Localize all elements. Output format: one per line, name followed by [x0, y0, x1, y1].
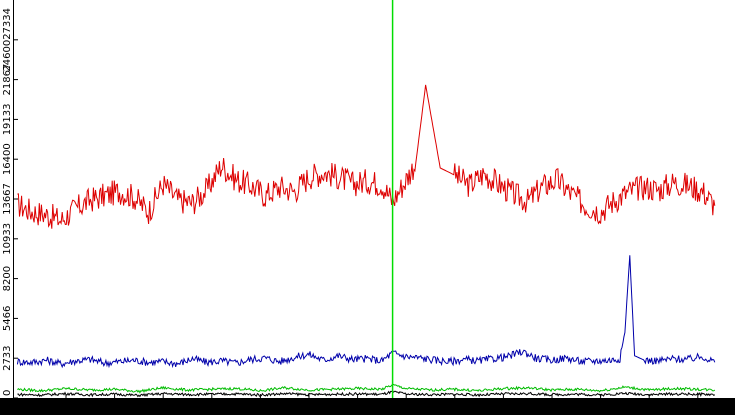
- y-tick-layer: 0 2733 5466 8200 10933 13667 16400 19133 2186724…: [2, 8, 18, 399]
- x-tick-label: 14:08: [392, 404, 421, 415]
- y-tick-label: 8200: [2, 266, 13, 291]
- x-tick-label: 14:13: [635, 404, 664, 415]
- x-tick-label: 14:07: [343, 404, 372, 415]
- series-line-green: [17, 383, 716, 394]
- series-line-red: [17, 84, 716, 229]
- x-axis-band: [0, 398, 735, 415]
- y-tick-label: 2733: [2, 345, 13, 370]
- series-layer: [16, 84, 716, 398]
- x-tick-label: 14:04: [197, 404, 226, 415]
- y-tick-label: 13667: [2, 183, 13, 215]
- x-tick-label: 14:11: [538, 404, 567, 415]
- x-tick-label: 14:06: [295, 404, 324, 415]
- x-tick-label: 14:02: [100, 404, 129, 415]
- y-tick-label: 19133: [2, 103, 13, 135]
- y-tick-label: 0: [2, 390, 13, 396]
- y-tick-label: 5466: [2, 306, 13, 331]
- y-tick-label: 10933: [2, 223, 13, 255]
- series-line-blue: [16, 255, 716, 369]
- x-tick-layer: 14:01 14:02 14:03 14:04 14:05 14:06 14:07 14:08…: [52, 394, 712, 415]
- x-tick-label: 14:05: [246, 404, 275, 415]
- x-tick-label: 14:12: [586, 404, 615, 415]
- x-tick-label: 14:01: [52, 404, 81, 415]
- y-tick-label: 21867: [2, 64, 13, 96]
- y-tick-label: 16400: [2, 143, 13, 175]
- x-tick-label: 14:09: [440, 404, 469, 415]
- y-tick-label: 2460027334: [2, 8, 13, 72]
- x-tick-label: 14:10: [489, 404, 518, 415]
- series-line-black: [17, 389, 716, 398]
- x-tick-label: 14:14: [683, 404, 712, 415]
- x-tick-label: 14:03: [149, 404, 178, 415]
